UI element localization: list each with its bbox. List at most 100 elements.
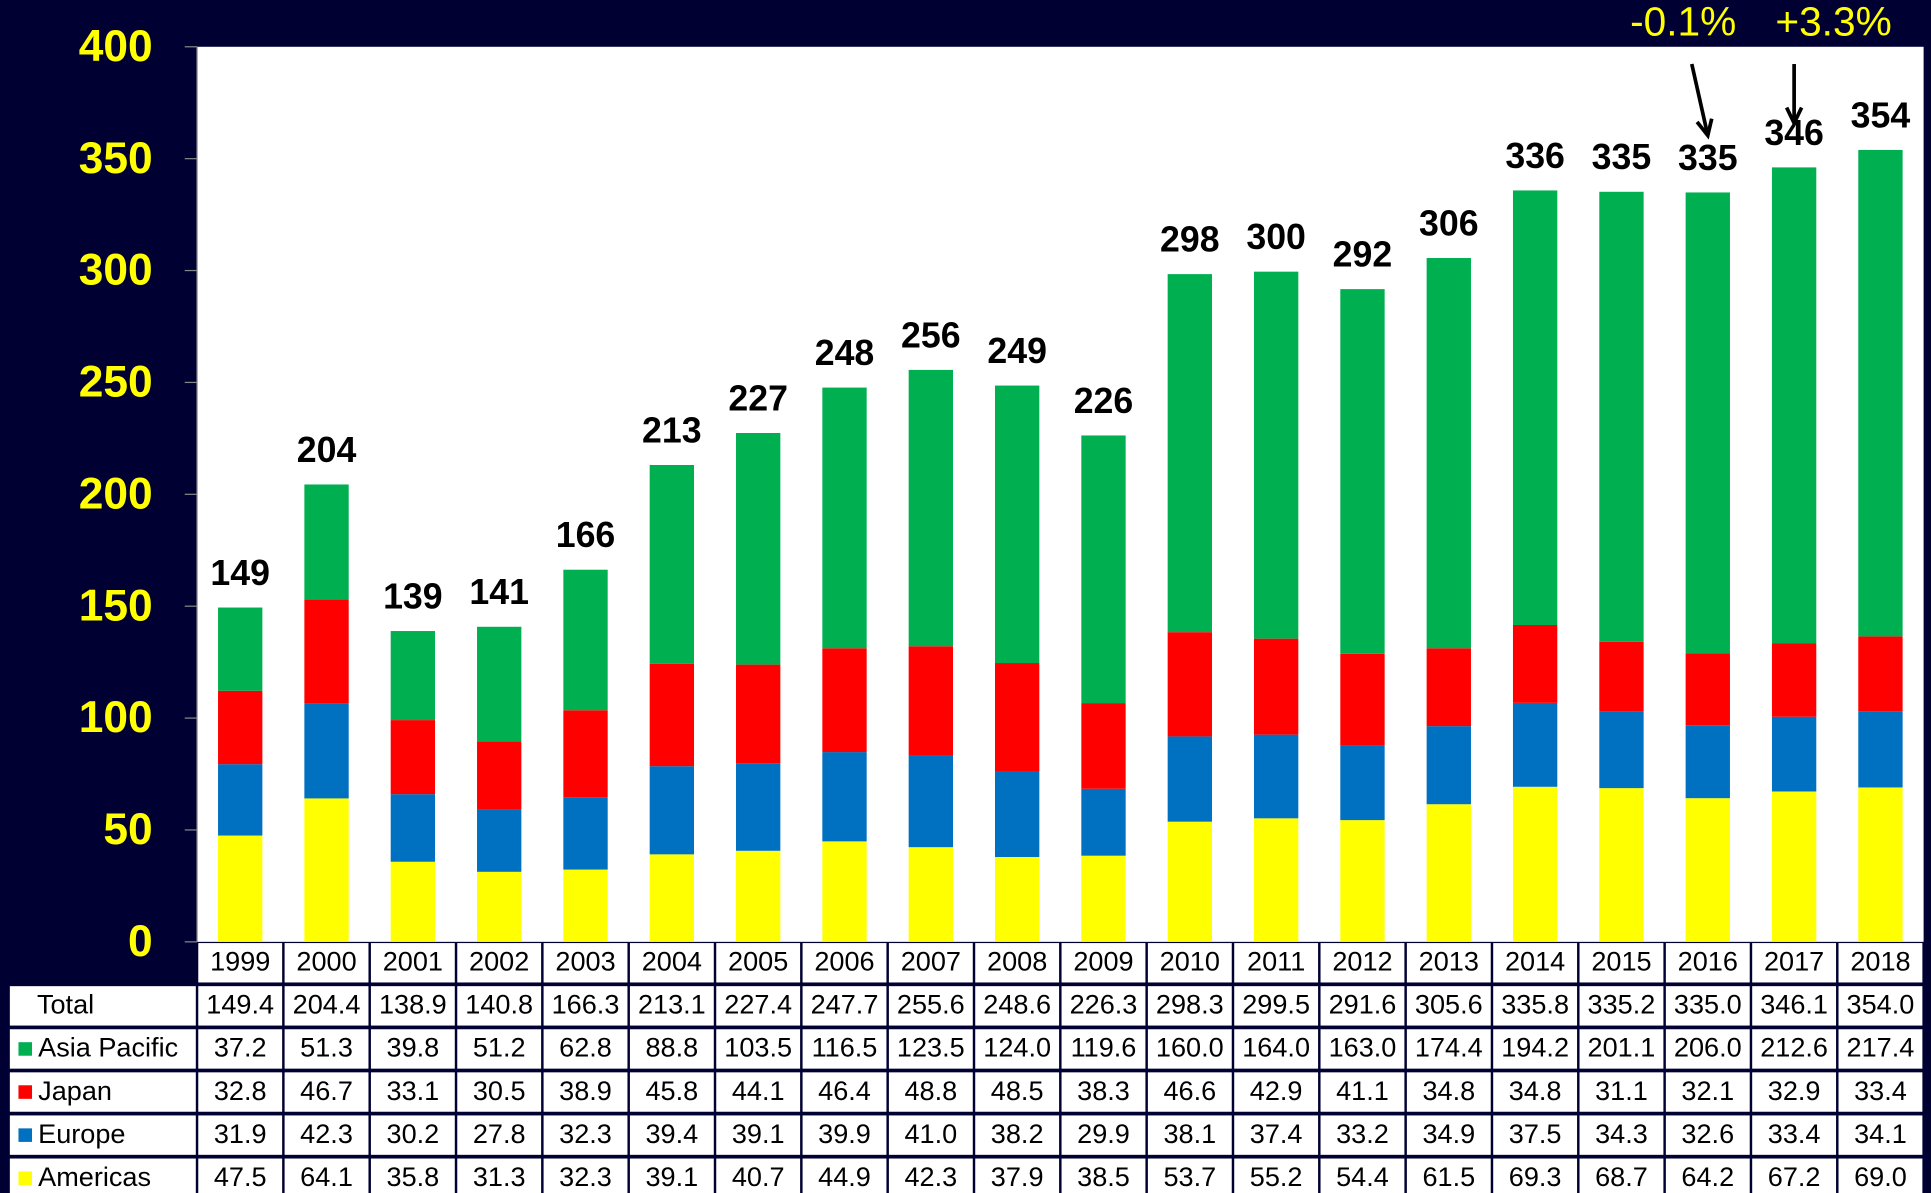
y-tick-label: 400 xyxy=(79,22,153,71)
table-value: 149.4 xyxy=(206,989,274,1020)
table-cell xyxy=(1665,1072,1750,1112)
table-value: 335.8 xyxy=(1501,989,1569,1020)
table-cell xyxy=(457,1115,542,1155)
table-cell xyxy=(802,1072,887,1112)
bar-segment xyxy=(563,569,608,711)
table-cell xyxy=(629,986,714,1026)
bar-segment xyxy=(822,648,867,753)
bar-segment xyxy=(1253,818,1299,942)
table-cell xyxy=(975,943,1060,983)
legend-label: Americas xyxy=(38,1161,151,1192)
table-value: 160.0 xyxy=(1156,1032,1224,1063)
table-cell xyxy=(1406,943,1491,983)
table-value: 42.3 xyxy=(904,1161,957,1192)
table-cell xyxy=(975,1115,1060,1155)
table-cell xyxy=(1061,1115,1146,1155)
table-cell xyxy=(1579,1158,1664,1193)
table-cell xyxy=(1665,943,1750,983)
table-value: 39.4 xyxy=(645,1118,698,1149)
table-cell xyxy=(1406,986,1491,1026)
total-label: 256 xyxy=(901,315,961,355)
total-label: 139 xyxy=(383,576,443,616)
table-cell xyxy=(198,1072,283,1112)
bar-segment xyxy=(1599,641,1644,712)
legend-label: Total xyxy=(37,989,94,1020)
table-cell xyxy=(543,1072,628,1112)
bar-segment xyxy=(390,631,436,721)
bar-segment xyxy=(1512,702,1558,787)
annotation-arrowhead xyxy=(1695,118,1714,140)
table-row-header xyxy=(9,1072,196,1112)
bar-segment xyxy=(1771,643,1817,717)
table-cell xyxy=(284,1115,369,1155)
table-cell xyxy=(1838,1158,1923,1193)
table-value: 201.1 xyxy=(1588,1032,1656,1063)
table-cell xyxy=(975,986,1060,1026)
table-value: 291.6 xyxy=(1329,989,1397,1020)
table-value: 42.9 xyxy=(1250,1075,1303,1106)
table-value: 32.6 xyxy=(1681,1118,1734,1149)
bar-segment xyxy=(1167,821,1212,942)
table-value: 39.8 xyxy=(387,1032,440,1063)
table-cell xyxy=(1320,1029,1405,1069)
table-value: 46.7 xyxy=(300,1075,353,1106)
table-cell xyxy=(543,943,628,983)
table-value: 34.3 xyxy=(1595,1118,1648,1149)
table-value: 354.0 xyxy=(1847,989,1915,1020)
table-cell xyxy=(1061,1029,1146,1069)
bar-segment xyxy=(1081,855,1126,942)
table-cell xyxy=(370,1115,455,1155)
legend-key xyxy=(18,1171,33,1185)
bar-segment xyxy=(1771,716,1817,792)
bar-segment xyxy=(1081,788,1126,856)
total-label: 227 xyxy=(728,378,788,418)
table-cell xyxy=(457,986,542,1026)
x-tick-label: 2002 xyxy=(469,946,529,977)
bar-segment xyxy=(1081,435,1126,704)
x-tick-label: 2016 xyxy=(1678,946,1738,977)
table-value: 206.0 xyxy=(1674,1032,1742,1063)
table-value: 37.9 xyxy=(991,1161,1044,1192)
x-tick-label: 2005 xyxy=(728,946,788,977)
table-cell xyxy=(1752,1158,1837,1193)
table-cell xyxy=(1147,1072,1232,1112)
table-cell xyxy=(1838,1072,1923,1112)
bar-segment xyxy=(390,861,436,942)
bar-segment xyxy=(1685,653,1730,726)
y-tick-label: 100 xyxy=(79,693,153,742)
x-tick-label: 2003 xyxy=(555,946,615,977)
table-cell xyxy=(1752,943,1837,983)
table-cell xyxy=(888,1029,973,1069)
table-cell xyxy=(1147,1029,1232,1069)
table-value: 31.1 xyxy=(1595,1075,1648,1106)
table-cell xyxy=(370,1072,455,1112)
x-tick-label: 2009 xyxy=(1073,946,1133,977)
table-value: 67.2 xyxy=(1768,1161,1821,1192)
table-value: 88.8 xyxy=(645,1032,698,1063)
table-row-header xyxy=(9,1029,196,1069)
table-value: 212.6 xyxy=(1760,1032,1828,1063)
table-cell xyxy=(370,1029,455,1069)
table-cell xyxy=(1579,1115,1664,1155)
legend-key xyxy=(18,1085,33,1099)
table-value: 30.2 xyxy=(387,1118,440,1149)
x-tick-label: 2010 xyxy=(1160,946,1220,977)
table-cell xyxy=(716,986,801,1026)
table-value: 194.2 xyxy=(1501,1032,1569,1063)
table-value: 305.6 xyxy=(1415,989,1483,1020)
x-tick-label: 2015 xyxy=(1591,946,1651,977)
table-cell xyxy=(543,1158,628,1193)
bar-segment xyxy=(218,607,263,691)
table-value: 44.1 xyxy=(732,1075,785,1106)
table-cell xyxy=(716,943,801,983)
bar-segment xyxy=(736,763,781,851)
bar-segment xyxy=(908,755,954,848)
bar-segment xyxy=(1685,725,1730,799)
bar-segment xyxy=(649,766,695,855)
table-value: 103.5 xyxy=(724,1032,792,1063)
x-tick-label: 2008 xyxy=(987,946,1047,977)
table-value: 30.5 xyxy=(473,1075,526,1106)
y-tick-label: 0 xyxy=(128,917,153,966)
table-value: 174.4 xyxy=(1415,1032,1483,1063)
